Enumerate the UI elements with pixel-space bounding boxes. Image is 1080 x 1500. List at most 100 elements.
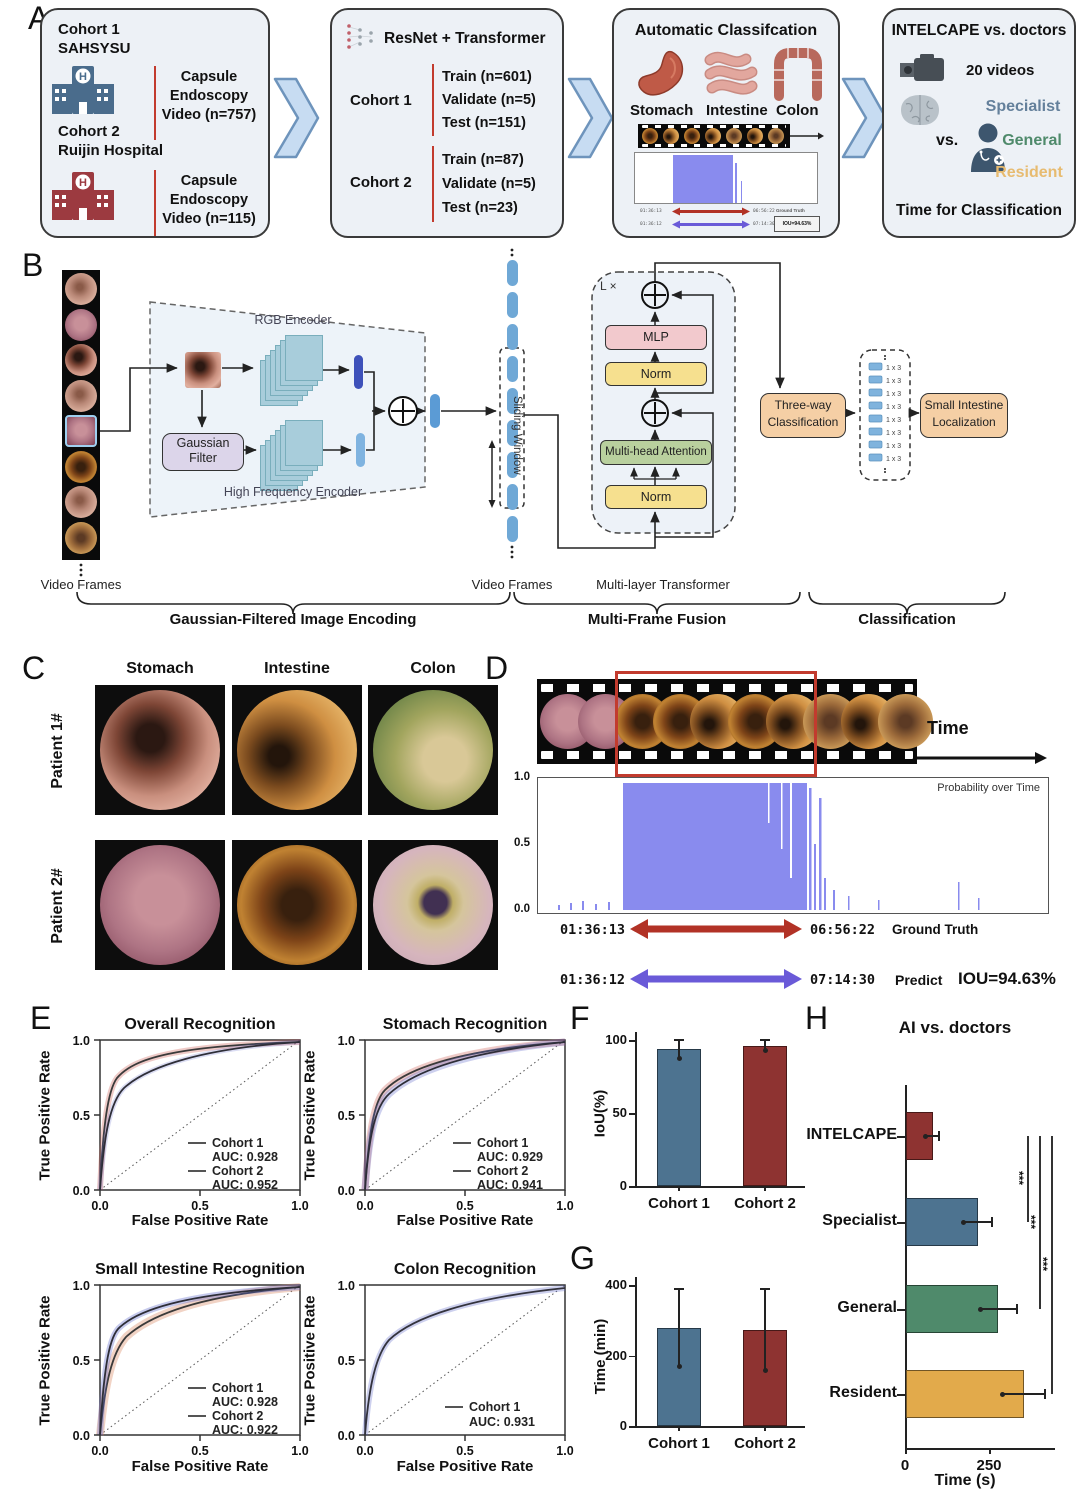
video-frame-strip [62, 270, 100, 560]
svg-text:1.0: 1.0 [556, 1444, 573, 1458]
roc-title-stomach: Stomach Recognition [382, 1016, 548, 1033]
three-way-line2: Classification [767, 415, 839, 429]
svg-text:0.0: 0.0 [356, 1444, 373, 1458]
mini-gt-arrow [672, 207, 750, 216]
split-test: Test (n=151) [442, 115, 526, 131]
gt-end-time: 06:56:22 [810, 922, 876, 938]
y-axis [635, 1032, 637, 1186]
endoscopy-image-colon-p1 [368, 685, 498, 815]
split-test: Test (n=23) [442, 200, 518, 216]
error-whisker [1002, 1393, 1046, 1395]
svg-text:Cohort 1: Cohort 1 [477, 1136, 528, 1150]
svg-text:H: H [79, 177, 87, 189]
panel-f-iou-chart: F IoU(%) 0 50 100 Cohort 1 Cohort 2 [565, 1000, 815, 1235]
x-tick [678, 1186, 680, 1191]
video-frame [65, 308, 97, 341]
time-arrow [917, 752, 1047, 764]
mini-gt-start: 01:36:13 [640, 209, 662, 214]
panel-c-examples: C Stomach Intestine Colon Patient 1# Pat… [0, 650, 520, 990]
y-tick [629, 1285, 635, 1287]
doctor-icon [971, 123, 1005, 172]
split-validate: Validate (n=5) [442, 92, 536, 108]
endoscopy-image-colon-p2 [368, 840, 498, 970]
roc-plot-overall: 1.0 0.5 0.0 0.0 0.5 1.0 Cohort 1 AUC: 0.… [73, 1034, 309, 1213]
loop-count-label: L × [600, 279, 617, 293]
category-label-resident: Resident [829, 1384, 897, 1401]
category-label-specialist: Specialist [822, 1212, 897, 1229]
svg-text:AUC: 0.952: AUC: 0.952 [212, 1178, 278, 1192]
organ-label-colon: Colon [776, 102, 819, 119]
y-tick-label: 50 [612, 1105, 627, 1120]
stage-label-classification: Classification [858, 611, 956, 628]
svg-text:0.0: 0.0 [91, 1444, 108, 1458]
stomach-icon [638, 50, 684, 96]
y-tick-label: 0 [619, 1418, 627, 1433]
x-tick [989, 1448, 991, 1454]
divider [432, 146, 434, 222]
svg-text:0.5: 0.5 [338, 1354, 355, 1368]
error-whisker [980, 1308, 1017, 1310]
svg-text:1.0: 1.0 [338, 1034, 355, 1048]
divider [154, 170, 156, 236]
error-cap [760, 1287, 770, 1290]
mini-gt-label: Ground Truth [776, 208, 805, 213]
y-tick [629, 1113, 635, 1115]
vector-1x3-label: 1 x 3 [886, 391, 901, 398]
error-cap [1015, 1304, 1018, 1314]
svg-text:0.0: 0.0 [91, 1199, 108, 1213]
panel-letter-b: B [22, 247, 44, 283]
x-axis [635, 1186, 805, 1188]
level-general: General [1002, 132, 1062, 149]
brain-icon [901, 95, 939, 125]
selected-frame-thumbnail [185, 352, 221, 388]
y-tick-label: 200 [605, 1347, 627, 1363]
vector-1x3-label: 1 x 3 [886, 378, 901, 385]
panel-g-time-chart: G Time (min) 0 200 400 Cohort 1 Cohort 2 [565, 1240, 815, 1475]
vector-1x3-block [868, 427, 883, 436]
error-whisker [963, 1221, 993, 1223]
probability-chart-title: Probability over Time [937, 782, 1040, 794]
y-axis [635, 1277, 637, 1426]
video-frame [65, 450, 97, 483]
panel-letter-c: C [22, 650, 46, 686]
cohort1-video-label: Capsule Endoscopy Video (n=757) [161, 69, 257, 123]
y-axis [905, 1085, 907, 1448]
vector-1x3-block [868, 362, 883, 371]
film-strip [537, 679, 934, 764]
stage-label-encoding: Gaussian-Filtered Image Encoding [169, 611, 417, 628]
category-label: Cohort 2 [734, 1195, 796, 1212]
category-label: Cohort 2 [734, 1435, 796, 1452]
row-label-patient1: Patient 1# [49, 713, 66, 789]
y-tick [897, 1136, 905, 1138]
multi-head-attention-box: Multi-head Attention [600, 440, 712, 465]
frame-embedding-capsule [507, 452, 518, 478]
level-resident: Resident [995, 164, 1063, 181]
panel-letter-h: H [805, 1000, 829, 1036]
category-label: Cohort 1 [648, 1435, 710, 1452]
svg-text:AUC: 0.941: AUC: 0.941 [477, 1178, 543, 1192]
organ-label-stomach: Stomach [630, 102, 694, 119]
predict-label: Predict [895, 972, 943, 988]
xlabel-overall: False Positive Rate [131, 1212, 269, 1229]
localization-line2: Localization [932, 415, 996, 429]
y-tick [629, 1426, 635, 1428]
ylabel-row1-left: True Positive Rate [36, 1050, 54, 1181]
vector-1x3-block [868, 388, 883, 397]
classification-box: Automatic Classifcation Stomach Intestin… [612, 8, 840, 238]
flow-arrow-icon [273, 77, 320, 159]
endoscopy-image-stomach-p1 [95, 685, 225, 815]
y-tick [629, 1186, 635, 1188]
mini-probability-region [673, 155, 734, 203]
svg-text:AUC: 0.928: AUC: 0.928 [212, 1395, 278, 1409]
error-dot [762, 1367, 768, 1373]
category-label: Cohort 1 [648, 1195, 710, 1212]
model-title: ResNet + Transformer [384, 30, 546, 47]
roc-plot-stomach: 1.0 0.5 0.0 0.0 0.5 1.0 Cohort 1 AUC: 0.… [338, 1034, 574, 1213]
error-whisker [678, 1289, 680, 1367]
pred-start-time: 01:36:12 [560, 972, 626, 988]
svg-text:1.0: 1.0 [291, 1444, 308, 1458]
column-header-stomach: Stomach [126, 660, 194, 677]
film-frame [878, 694, 934, 749]
category-label-intelcape: INTELCAPE [806, 1126, 897, 1143]
